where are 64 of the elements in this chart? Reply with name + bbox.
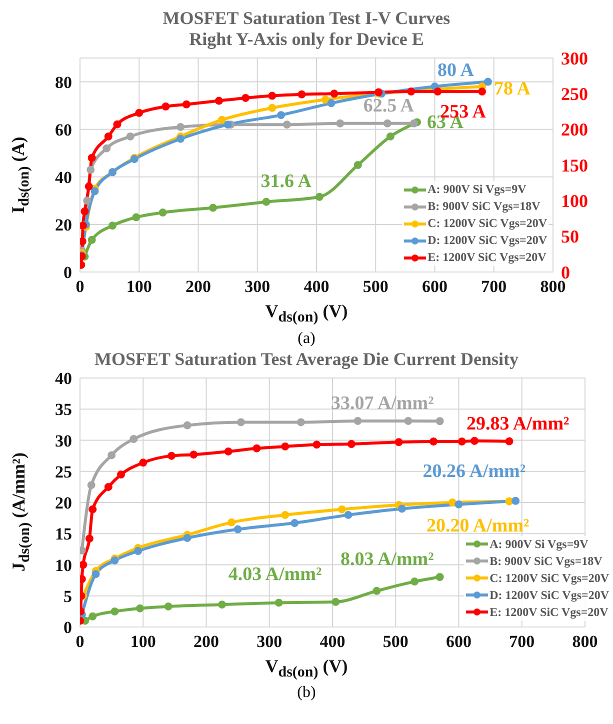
legend-label: E: 1200V SiC Vgs=20V — [428, 250, 546, 265]
y2-tick-label: 300 — [561, 48, 588, 68]
chart-subtitle: Right Y-Axis only for Device E — [188, 29, 425, 50]
legend-label: E: 1200V SiC Vgs=20V — [490, 604, 608, 620]
y2-tick-label: 100 — [561, 191, 588, 212]
y-tick-label: 30 — [55, 430, 72, 450]
y-tick-label: 0 — [64, 618, 72, 637]
data-label: 31.6 A — [260, 170, 312, 192]
y2-tick-label: 200 — [561, 120, 588, 140]
y-tick-label: 25 — [55, 462, 72, 482]
data-label: 62.5 A — [363, 95, 414, 116]
legend-label: A: 900V Si Vgs=9V — [428, 182, 526, 197]
x-tick-label: 100 — [130, 632, 156, 651]
x-tick-label: 500 — [362, 277, 388, 296]
data-label: 33.07 A/mm² — [331, 392, 434, 414]
x-tick-label: 600 — [446, 632, 472, 651]
text: (b) — [296, 683, 317, 704]
x-tick-label: 600 — [422, 277, 448, 296]
legend-label: C: 1200V SiC Vgs=20V — [490, 570, 609, 586]
data-label: 29.83 A/mm² — [466, 412, 570, 434]
legend-label: D: 1200V SiC Vgs=20V — [490, 588, 609, 603]
y-tick-label: 40 — [55, 168, 72, 187]
chart-title: MOSFET Saturation Test Average Die Current Density — [94, 348, 520, 370]
x-tick-label: 100 — [126, 277, 152, 296]
y-tick-label: 0 — [64, 263, 72, 282]
y-tick-label: 10 — [55, 555, 72, 574]
y-tick-label: 60 — [55, 120, 72, 140]
y-tick-label: 5 — [64, 586, 72, 606]
x-tick-label: 300 — [256, 632, 282, 651]
data-label: 4.03 A/mm² — [228, 564, 322, 585]
data-label: 20.26 A/mm² — [422, 460, 526, 482]
legend-label: B: 900V SiC Vgs=18V — [490, 554, 602, 569]
y2-tick-label: 250 — [561, 84, 588, 104]
x-tick-label: 200 — [194, 632, 219, 651]
y-tick-label: 40 — [55, 368, 72, 388]
x-tick-label: 700 — [481, 277, 507, 296]
text: (a) — [296, 328, 316, 349]
x-axis-title: V$_{ds(on)}$ (V) — [264, 300, 349, 328]
data-label: 8.03 A/mm² — [340, 548, 434, 570]
x-tick-label: 0 — [76, 277, 84, 296]
y2-tick-label: 150 — [561, 155, 588, 176]
data-label: 80 A — [438, 60, 474, 81]
data-label: 78 A — [494, 78, 531, 100]
x-tick-label: 500 — [382, 632, 408, 651]
x-tick-label: 200 — [186, 277, 211, 296]
y-tick-label: 80 — [55, 72, 72, 92]
x-tick-label: 0 — [76, 632, 84, 651]
legend-label: A: 900V Si Vgs=9V — [490, 536, 588, 552]
x-tick-label: 400 — [320, 632, 346, 651]
legend-label: D: 1200V SiC Vgs=20V — [428, 233, 547, 248]
x-tick-label: 300 — [244, 277, 270, 296]
x-axis-title: V$_{ds(on)}$ (V) — [264, 654, 349, 682]
y-tick-label: 20 — [55, 493, 72, 512]
y-tick-label: 15 — [55, 524, 72, 544]
y-tick-label: 35 — [55, 400, 72, 419]
legend-label: C: 1200V SiC Vgs=20V — [428, 216, 547, 231]
legend-label: B: 900V SiC Vgs=18V — [428, 199, 540, 214]
x-tick-label: 800 — [572, 632, 598, 651]
y2-tick-label: 50 — [561, 226, 579, 247]
x-tick-label: 700 — [509, 632, 535, 651]
x-tick-label: 400 — [304, 277, 330, 296]
data-label: 20.20 A/mm² — [426, 514, 530, 536]
chart-title: MOSFET Saturation Test I-V Curves — [162, 8, 452, 29]
y-tick-label: 20 — [55, 215, 72, 234]
